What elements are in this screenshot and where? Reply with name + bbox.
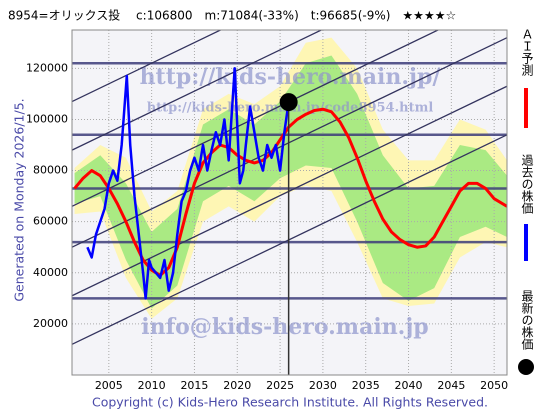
plot-area: http://kids-hero.main.jp/http://kids-her… — [72, 30, 507, 375]
y-tick-label: 20000 — [33, 317, 68, 330]
legend-swatch — [524, 224, 528, 261]
x-tick-label: 2020 — [223, 379, 251, 392]
x-tick-label: 2035 — [352, 379, 380, 392]
y-tick-label: 40000 — [33, 266, 68, 279]
x-tick-label: 2050 — [480, 379, 508, 392]
x-tick-label: 2040 — [395, 379, 423, 392]
generated-date: Generated on Monday 2026/1/5. — [12, 98, 27, 301]
latest-price-dot — [279, 93, 298, 112]
title: 8954=オリックス投 c:106800 m:71084(-33%) t:966… — [8, 8, 456, 23]
trend-line — [72, 134, 507, 345]
trend-line — [72, 30, 323, 151]
legend: ＡＩ予測過去の株価最新の株価 — [515, 28, 539, 408]
y-tick-label: 120000 — [26, 61, 68, 74]
watermark: http://kids-hero.main.jp/ — [140, 64, 442, 90]
legend-swatch — [524, 88, 528, 128]
series-line — [86, 67, 290, 300]
legend-label: ＡＩ予測 — [520, 28, 534, 76]
trend-line — [72, 37, 507, 248]
legend-swatch — [518, 359, 534, 375]
forecast-band — [74, 55, 507, 309]
x-tick-label: 2045 — [437, 379, 465, 392]
plot-border — [71, 29, 508, 376]
trend-line — [72, 30, 223, 103]
y-tick-label: 100000 — [26, 112, 68, 125]
x-tick-label: 2010 — [138, 379, 166, 392]
legend-label: 最新の株価 — [520, 290, 534, 350]
x-tick-label: 2005 — [95, 379, 123, 392]
copyright: Copyright (c) Kids-Hero Research Institu… — [92, 395, 488, 410]
watermark: info@kids-hero.main.jp — [141, 314, 428, 340]
x-tick-label: 2025 — [266, 379, 294, 392]
y-tick-label: 80000 — [33, 164, 68, 177]
x-tick-label: 2015 — [180, 379, 208, 392]
x-tick-label: 2030 — [309, 379, 337, 392]
legend-label: 過去の株価 — [520, 154, 534, 214]
y-tick-label: 60000 — [33, 215, 68, 228]
